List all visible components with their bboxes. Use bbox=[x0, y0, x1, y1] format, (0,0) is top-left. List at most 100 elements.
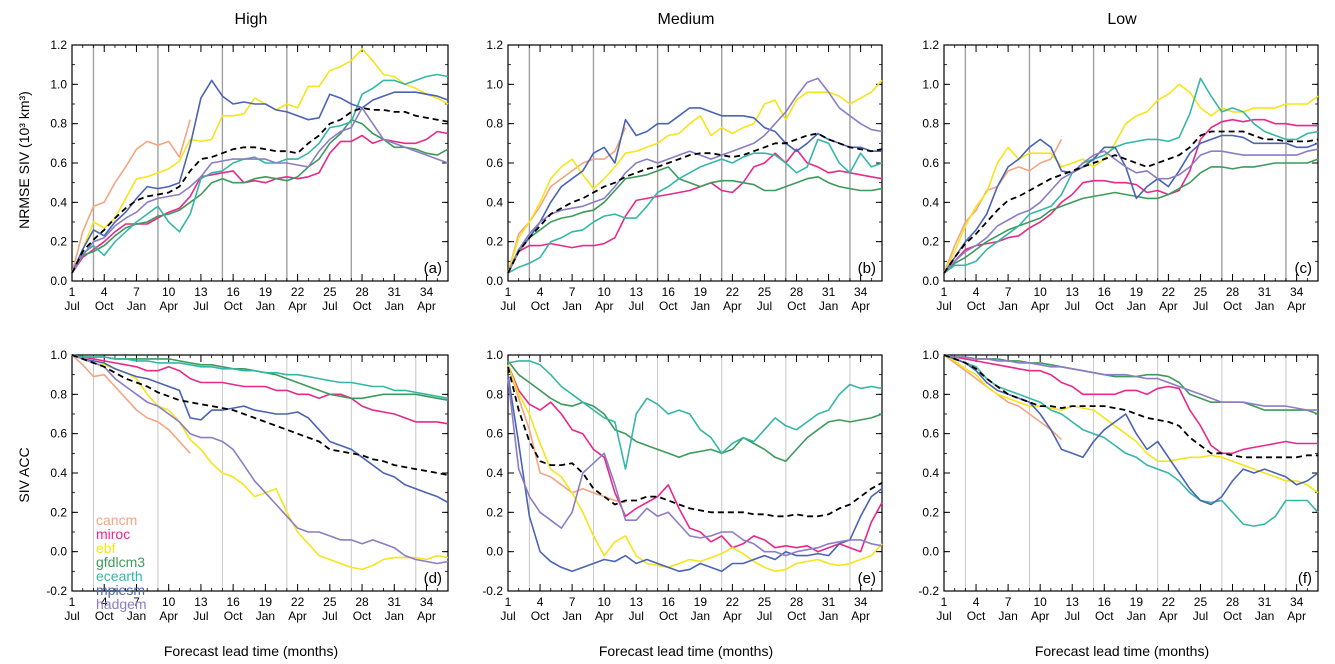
series-line-mpiesm bbox=[71, 79, 449, 274]
x-tick-label: 28 bbox=[1226, 595, 1240, 609]
series-line-gfdlcm3 bbox=[507, 360, 883, 463]
y-tick-label: 1.0 bbox=[50, 348, 67, 362]
x-month-label: Oct bbox=[95, 299, 114, 313]
x-month-label: Oct bbox=[659, 299, 678, 313]
x-month-label: Apr bbox=[159, 609, 178, 623]
series-line-hadgem bbox=[71, 354, 449, 565]
panel-label: (b) bbox=[858, 260, 876, 277]
x-axis-title-low: Forecast lead time (months) bbox=[1035, 643, 1209, 659]
panel-e: -0.20.00.20.40.60.81.01Jul4Oct7Jan10Apr1… bbox=[482, 348, 883, 623]
y-tick-label: 0.8 bbox=[50, 117, 67, 131]
legend-entry-mpiesm: mpiesm bbox=[96, 582, 145, 598]
series-line-ebf bbox=[943, 83, 1319, 274]
x-tick-label: 34 bbox=[854, 595, 868, 609]
series-line-hadgem bbox=[71, 107, 449, 274]
x-tick-label: 28 bbox=[790, 595, 804, 609]
x-axis-title-high: Forecast lead time (months) bbox=[164, 643, 338, 659]
x-tick-label: 22 bbox=[726, 595, 740, 609]
x-month-label: Apr bbox=[851, 609, 870, 623]
x-month-label: Apr bbox=[1031, 609, 1050, 623]
x-axis-title-medium: Forecast lead time (months) bbox=[599, 643, 773, 659]
y-tick-label: 1.2 bbox=[486, 38, 503, 52]
x-tick-label: 19 bbox=[694, 595, 708, 609]
y-tick-label: 0.4 bbox=[50, 195, 67, 209]
legend-entry-ecearth: ecearth bbox=[96, 568, 143, 584]
x-month-label: Apr bbox=[595, 609, 614, 623]
series-line-hadgem bbox=[507, 378, 883, 557]
x-tick-label: 25 bbox=[1194, 595, 1208, 609]
y-tick-label: 0.6 bbox=[486, 427, 503, 441]
x-tick-label: 4 bbox=[101, 285, 108, 299]
y-tick-label: 0.0 bbox=[486, 274, 503, 288]
x-tick-label: 13 bbox=[1066, 595, 1080, 609]
x-month-label: Jul bbox=[500, 609, 515, 623]
y-tick-label: 0.0 bbox=[50, 274, 67, 288]
x-month-label: Jul bbox=[629, 299, 644, 313]
x-month-label: Jan bbox=[385, 299, 404, 313]
y-tick-label: 0.6 bbox=[50, 156, 67, 170]
x-tick-label: 28 bbox=[790, 285, 804, 299]
x-tick-label: 25 bbox=[323, 285, 337, 299]
panels-layer: 0.00.20.40.60.81.01.21Jul4Oct7Jan10Apr13… bbox=[46, 38, 1319, 623]
y-tick-label: 0.0 bbox=[486, 545, 503, 559]
y-tick-label: 0.4 bbox=[486, 195, 503, 209]
x-tick-label: 31 bbox=[388, 285, 402, 299]
x-month-label: Oct bbox=[353, 299, 372, 313]
x-tick-label: 7 bbox=[1005, 595, 1012, 609]
x-tick-label: 34 bbox=[1290, 595, 1304, 609]
series-line-mean bbox=[71, 354, 449, 476]
legend-entry-cancm: cancm bbox=[96, 512, 137, 528]
y-tick-label: -0.2 bbox=[918, 584, 939, 598]
y-tick-label: 0.4 bbox=[50, 466, 67, 480]
series-line-ecearth bbox=[943, 77, 1319, 274]
series-line-mpiesm bbox=[71, 354, 449, 504]
series-line-ecearth bbox=[507, 138, 883, 274]
series-line-miroc bbox=[71, 130, 449, 274]
plot-frame bbox=[943, 44, 1319, 282]
x-tick-label: 31 bbox=[1258, 595, 1272, 609]
y-tick-label: 0.8 bbox=[50, 387, 67, 401]
x-month-label: Oct bbox=[787, 299, 806, 313]
x-month-label: Oct bbox=[224, 609, 243, 623]
x-month-label: Jul bbox=[757, 609, 772, 623]
series-line-ebf bbox=[71, 354, 449, 571]
series-line-ebf bbox=[507, 364, 883, 573]
series-line-hadgem bbox=[943, 148, 1319, 274]
x-tick-label: 34 bbox=[854, 285, 868, 299]
series-line-gfdlcm3 bbox=[507, 166, 883, 274]
x-tick-label: 22 bbox=[726, 285, 740, 299]
x-tick-label: 13 bbox=[630, 285, 644, 299]
x-month-label: Jan bbox=[1255, 609, 1274, 623]
x-tick-label: 31 bbox=[822, 595, 836, 609]
x-month-label: Apr bbox=[1159, 299, 1178, 313]
x-tick-label: 4 bbox=[101, 595, 108, 609]
x-tick-label: 10 bbox=[1033, 595, 1047, 609]
y-tick-label: 0.8 bbox=[486, 117, 503, 131]
x-tick-label: 4 bbox=[973, 285, 980, 299]
x-month-label: Oct bbox=[353, 609, 372, 623]
x-month-label: Oct bbox=[659, 609, 678, 623]
x-month-label: Apr bbox=[1287, 609, 1306, 623]
x-month-label: Jul bbox=[322, 609, 337, 623]
x-month-label: Apr bbox=[417, 299, 436, 313]
x-tick-label: 1 bbox=[941, 595, 948, 609]
y-tick-label: 1.2 bbox=[922, 38, 939, 52]
legend-entry-ebf: ebf bbox=[96, 540, 116, 556]
series-line-miroc bbox=[71, 354, 449, 425]
column-title-medium: Medium bbox=[658, 11, 715, 28]
x-tick-label: 31 bbox=[388, 595, 402, 609]
x-month-label: Jan bbox=[1255, 299, 1274, 313]
x-month-label: Jul bbox=[757, 299, 772, 313]
x-month-label: Jan bbox=[127, 609, 146, 623]
y-tick-label: 0.4 bbox=[922, 195, 939, 209]
x-tick-label: 4 bbox=[973, 595, 980, 609]
series-line-cancm bbox=[507, 127, 627, 274]
y-tick-label: 0.0 bbox=[50, 545, 67, 559]
x-tick-label: 4 bbox=[537, 595, 544, 609]
x-tick-label: 10 bbox=[162, 285, 176, 299]
series-line-ecearth bbox=[71, 73, 449, 274]
x-tick-label: 25 bbox=[758, 285, 772, 299]
series-line-mean bbox=[507, 366, 883, 518]
y-tick-label: 0.2 bbox=[486, 235, 503, 249]
x-tick-label: 16 bbox=[226, 595, 240, 609]
